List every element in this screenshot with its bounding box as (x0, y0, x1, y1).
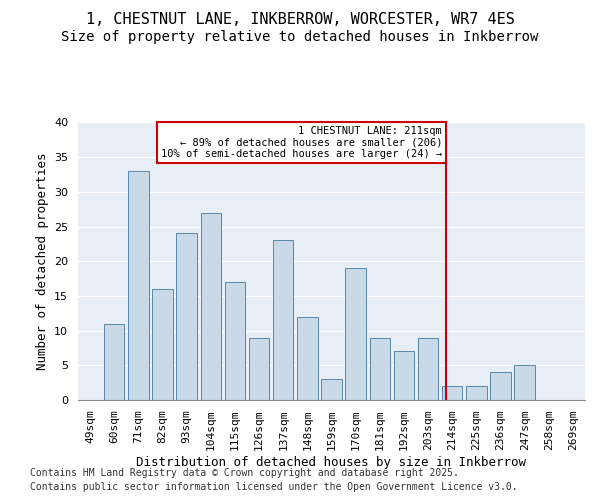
Text: 1 CHESTNUT LANE: 211sqm
← 89% of detached houses are smaller (206)
10% of semi-d: 1 CHESTNUT LANE: 211sqm ← 89% of detache… (161, 126, 442, 159)
Bar (104, 324, 124, 400)
X-axis label: Distribution of detached houses by size in Inkberrow: Distribution of detached houses by size … (137, 456, 527, 469)
Bar (128, 171, 149, 400)
Bar (176, 234, 197, 400)
Bar (297, 317, 317, 400)
Bar (394, 352, 414, 400)
Bar (418, 338, 439, 400)
Bar (442, 386, 463, 400)
Text: Contains public sector information licensed under the Open Government Licence v3: Contains public sector information licen… (30, 482, 518, 492)
Bar (514, 366, 535, 400)
Bar (200, 212, 221, 400)
Text: Size of property relative to detached houses in Inkberrow: Size of property relative to detached ho… (61, 30, 539, 44)
Bar (224, 282, 245, 400)
Bar (370, 338, 390, 400)
Bar (321, 379, 342, 400)
Y-axis label: Number of detached properties: Number of detached properties (35, 152, 49, 370)
Text: 1, CHESTNUT LANE, INKBERROW, WORCESTER, WR7 4ES: 1, CHESTNUT LANE, INKBERROW, WORCESTER, … (86, 12, 514, 28)
Bar (346, 268, 366, 400)
Bar (152, 289, 173, 400)
Bar (273, 240, 293, 400)
Text: Contains HM Land Registry data © Crown copyright and database right 2025.: Contains HM Land Registry data © Crown c… (30, 468, 459, 477)
Bar (466, 386, 487, 400)
Bar (490, 372, 511, 400)
Bar (249, 338, 269, 400)
